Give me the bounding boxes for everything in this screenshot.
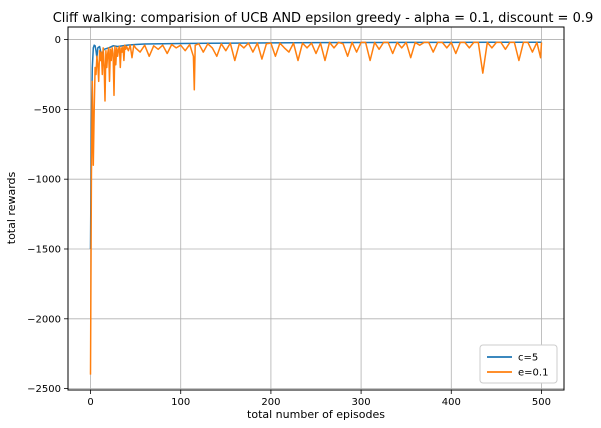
x-tick-label: 300: [352, 397, 371, 408]
series-line-1: [89, 41, 543, 375]
y-tick-label: 0: [55, 35, 61, 46]
legend-box: [479, 344, 558, 384]
x-tick-label: 400: [442, 397, 461, 408]
plot-frame: [67, 26, 565, 391]
legend: c=5 e=0.1: [479, 344, 558, 384]
y-tick-label: −2000: [27, 314, 61, 325]
grid: [68, 27, 564, 390]
legend-label: e=0.1: [518, 368, 548, 379]
y-tick-label: −2500: [27, 384, 61, 395]
y-axis-title: total rewards: [5, 171, 18, 244]
x-tick-label: 500: [532, 397, 551, 408]
legend-label: c=5: [518, 353, 538, 364]
y-tick-label: −500: [34, 105, 61, 116]
x-axis-title: total number of episodes: [247, 408, 385, 421]
series-line-0: [89, 41, 542, 250]
x-tick-label: 0: [87, 397, 93, 408]
x-tick-label: 200: [261, 397, 280, 408]
plot-lines: [89, 41, 543, 375]
ticks: 0 100 200 300 400 500 0 −500 −1000 −1500 −2000 −250…: [27, 35, 551, 408]
chart-title: Cliff walking: comparision of UCB AND ep…: [53, 11, 594, 26]
y-tick-label: −1500: [27, 244, 61, 255]
x-tick-label: 100: [171, 397, 190, 408]
y-tick-label: −1000: [27, 175, 61, 186]
